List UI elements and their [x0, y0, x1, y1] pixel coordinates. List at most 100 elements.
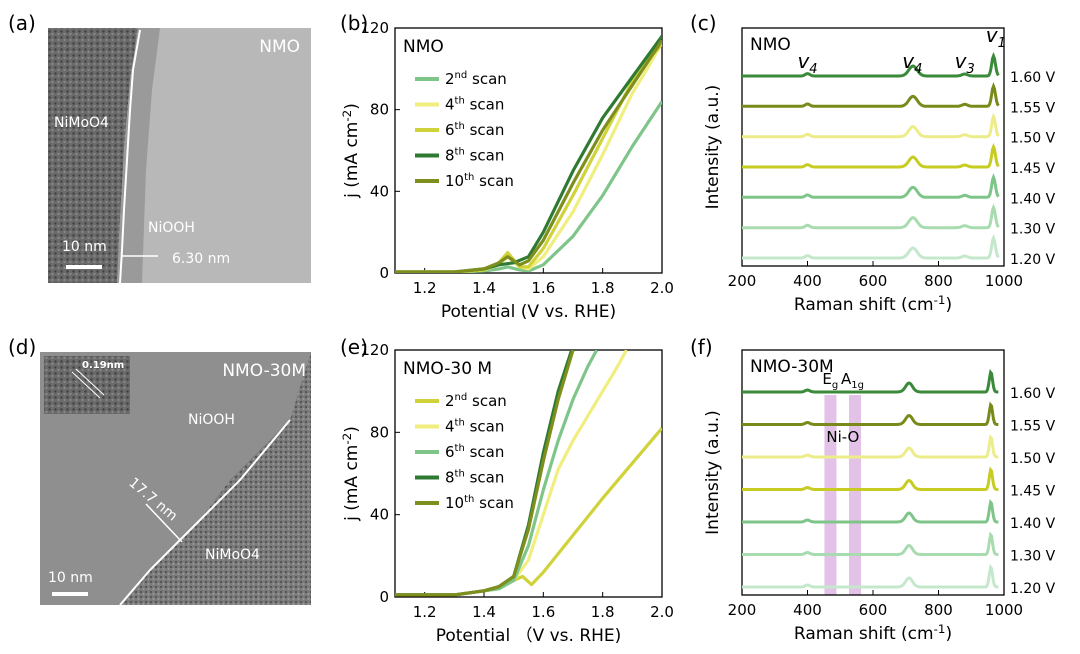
potential-label-c-1: 1.60 V [1010, 70, 1056, 86]
legend-label-b-1: 2nd scan [445, 70, 507, 88]
x-tick-label-b: 1.8 [591, 279, 615, 297]
x-axis-label-b: Potential (V vs. RHE) [441, 302, 616, 322]
inset-hrtem-d [44, 356, 130, 414]
spectrum-f-1 [742, 369, 999, 394]
band-f-2 [848, 395, 861, 595]
legend-label-e-5: 10th scan [445, 494, 514, 512]
panel-d: (d) 0.19nm NMO-30M NiOOH 17.7 nm NiMoO4 … [8, 335, 311, 606]
panel-label-c: (c) [690, 11, 717, 35]
tem-crystal-d [120, 352, 311, 605]
phase-label-niooh-d: NiOOH [188, 412, 235, 428]
series-line-b-5 [395, 39, 662, 273]
x-axis-label-c: Raman shift (cm-1) [794, 293, 952, 315]
potential-label-f-3: 1.50 V [1010, 451, 1056, 467]
spectrum-f-6 [742, 531, 999, 556]
chart-b: (b) 0 40 80 120 1.2 1.4 1.6 1.8 2.0 Potential (V v… [340, 11, 674, 322]
spectrum-f-3 [742, 434, 999, 459]
x-tick-label-b: 1.2 [413, 279, 437, 297]
x-tick-label-c: 200 [728, 272, 757, 290]
potential-label-c-2: 1.55 V [1010, 100, 1056, 116]
phase-label-nimoo4-d: NiMoO4 [205, 547, 260, 563]
spectrum-f-7 [742, 564, 999, 589]
potential-label-c-3: 1.50 V [1010, 131, 1056, 147]
x-tick-label-b: 2.0 [650, 279, 674, 297]
legend-label-e-4: 8th scan [445, 469, 504, 487]
tem-crystal-a [48, 28, 138, 283]
potential-label-c-5: 1.40 V [1010, 191, 1056, 207]
panel-label-d: (d) [8, 335, 36, 359]
y-tick-label-b: 0 [379, 264, 389, 282]
y-tick-label-b: 40 [370, 182, 389, 200]
panel-label-f: (f) [690, 335, 713, 359]
x-tick-label-e: 1.6 [531, 603, 555, 621]
y-tick-label-e: 120 [360, 341, 389, 359]
panel-label-e: (e) [340, 335, 368, 359]
x-tick-label-f: 400 [793, 601, 822, 619]
spectrum-c-5 [742, 172, 1000, 199]
phase-label-nimoo4-a: NiMoO4 [54, 115, 109, 131]
scale-bar-a [66, 265, 102, 269]
x-tick-label-e: 2.0 [650, 603, 674, 621]
potential-label-f-1: 1.60 V [1010, 386, 1056, 402]
chart-c: (c) 200 400 600 800 1000 Raman shift (cm-1) Int… [690, 11, 1056, 315]
plot-frame-e [394, 349, 663, 598]
x-tick-label-f: 200 [728, 601, 757, 619]
potential-label-c-7: 1.20 V [1010, 252, 1056, 268]
chart-f: (f) 200 400 600 800 1000 Raman shift (cm-1) Int… [690, 335, 1056, 644]
potential-label-f-7: 1.20 V [1010, 581, 1056, 597]
x-tick-label-c: 600 [859, 272, 888, 290]
legend-label-e-2: 4th scan [445, 418, 504, 436]
x-axis-label-e: Potential （V vs. RHE) [436, 626, 622, 646]
potential-label-f-5: 1.40 V [1010, 516, 1056, 532]
potential-label-c-4: 1.45 V [1010, 161, 1056, 177]
inset-title-c: NMO [750, 35, 791, 55]
annotation-eg: Eg [822, 370, 838, 391]
spectrum-c-2 [742, 81, 1000, 108]
peak-label-c-1: v4 [797, 49, 817, 77]
spectrum-c-1 [742, 51, 1000, 78]
scale-text-a: 10 nm [62, 239, 107, 255]
x-axis-label-f: Raman shift (cm-1) [794, 622, 952, 644]
phase-label-niooh-a: NiOOH [148, 220, 195, 236]
x-tick-label-e: 1.2 [413, 603, 437, 621]
thickness-arrow-d [145, 503, 183, 543]
spectrum-f-2 [742, 401, 999, 426]
chart-e: (e) 0 40 80 120 1.2 1.4 1.6 1.8 2.0 Potential （V v… [340, 335, 674, 646]
plot-frame-f [741, 349, 1005, 596]
y-axis-label-b: j (mA cm-2) [340, 103, 362, 199]
annotation-a1g: A1g [841, 370, 864, 391]
legend-label-b-3: 6th scan [445, 121, 504, 139]
thickness-label-a: 6.30 nm [172, 251, 230, 267]
annotation-nio: Ni-O [826, 428, 859, 446]
panel-label-b: (b) [340, 11, 368, 35]
series-line-b-1 [395, 100, 662, 273]
panel-label-a: (a) [8, 11, 36, 35]
y-tick-label-e: 40 [370, 506, 389, 524]
series-line-e-2 [395, 350, 628, 597]
y-axis-label-c: Intensity (a.u.) [703, 85, 723, 210]
lattice-line-1-d [71, 371, 101, 399]
tem-layer-a [117, 28, 160, 283]
inset-title-b: NMO [403, 37, 444, 57]
y-tick-label-b: 80 [370, 101, 389, 119]
x-tick-label-f: 1000 [985, 601, 1023, 619]
interface-line-a [119, 29, 141, 284]
y-tick-label-e: 80 [370, 423, 389, 441]
lattice-line-2-d [75, 368, 105, 396]
band-f-1 [824, 395, 837, 595]
y-tick-label-b: 120 [360, 19, 389, 37]
spectrum-c-4 [742, 142, 1000, 169]
spectrum-c-6 [742, 203, 1000, 230]
legend-label-b-4: 8th scan [445, 147, 504, 165]
plots: (b) 0 40 80 120 1.2 1.4 1.6 1.8 2.0 Potential (V v… [340, 11, 1056, 646]
interface-line-d [119, 419, 291, 606]
peak-label-c-4: v1 [986, 23, 1006, 51]
plot-frame-b [394, 27, 663, 274]
panel-a: (a) NMO NiMoO4 NiOOH 6.30 nm 10 nm [8, 11, 311, 284]
inset-label-d: 0.19nm [82, 360, 124, 371]
y-axis-label-f: Intensity (a.u.) [703, 410, 723, 535]
y-tick-label-e: 0 [379, 588, 389, 606]
spectrum-c-3 [742, 112, 1000, 139]
x-tick-label-f: 600 [859, 601, 888, 619]
